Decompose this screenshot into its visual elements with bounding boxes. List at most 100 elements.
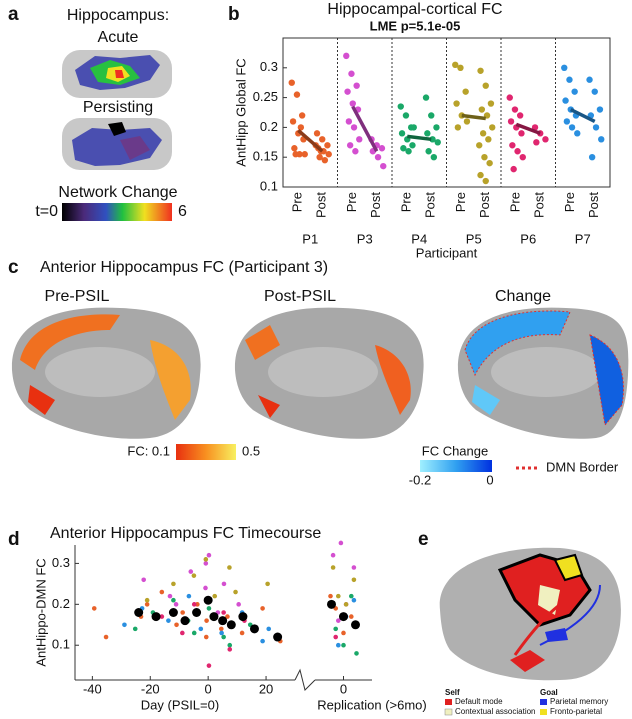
dot [191,573,197,578]
dot [144,597,150,603]
dot [457,64,464,72]
dot [486,159,493,167]
dot [324,142,331,149]
dot [171,597,176,603]
x2-axis-label: Replication (>6mo) [317,697,426,712]
brain-change [457,307,629,439]
dot [354,651,359,656]
dot [410,124,417,131]
dot [351,577,357,583]
image-label: Persisting [83,99,153,116]
dot [122,622,127,628]
dot [336,618,341,623]
x-tick-label: 0 [205,681,212,696]
dot [341,630,346,636]
x-tick-label: Pre [290,192,305,212]
dot [180,630,185,636]
group-label: P1 [302,231,318,246]
dot [333,634,339,640]
colorbar-label: 6 [178,203,187,220]
dot [203,561,209,566]
dot [173,602,179,607]
x2-tick-label: 0 [340,681,347,696]
dot [430,154,438,161]
dot [316,154,323,161]
dot [336,642,341,648]
dot [188,569,194,574]
dot [134,608,144,617]
scatter-chart: Anterior Hippocampus FC Timecourse 0.1 0.2… [33,525,426,712]
legend-swatch [540,709,547,715]
dot [514,148,521,155]
dot [321,156,329,164]
dot [203,595,213,605]
dot [221,610,226,615]
dot [351,565,357,570]
dot [351,620,360,630]
dot [266,626,272,632]
dot [542,136,549,143]
dot [586,76,593,83]
dot [476,142,483,149]
dot [298,112,306,119]
dot [346,142,354,149]
y-axis-label: AntHippo-DMN FC [33,558,48,666]
colorbar-label: FC: 0.1 [127,443,170,458]
dot [273,632,283,642]
dot [343,602,349,607]
dot [333,626,339,632]
dot [227,647,233,652]
dot [144,602,150,607]
dot [343,52,350,60]
colorbar-label: t=0 [35,203,58,220]
x-tick-label: Post [586,192,601,218]
x-tick-label: Post [368,192,383,218]
dot [209,612,219,622]
dot [345,118,353,125]
dot [398,130,406,137]
dot [479,130,487,137]
dot [356,136,363,143]
dot [341,642,346,648]
x-axis-label: Participant [416,245,478,260]
axis-break [294,668,316,691]
dot [325,151,332,158]
legend-label: Default mode [455,697,503,706]
dot [191,602,197,607]
dot [212,593,218,599]
dot [249,624,259,634]
colorbar-label: 0.5 [242,443,260,458]
y-tick-label: 0.2 [52,596,70,611]
dot [221,581,227,587]
dot [239,630,245,636]
panel-label: d [8,529,20,550]
x-tick-label: Post [314,192,329,218]
dot [206,606,212,611]
dot [349,593,354,599]
dot [487,100,495,107]
chart-title: Hippocampal-cortical FC [327,1,502,18]
x-tick-label: Pre [453,192,468,212]
dot [338,540,344,546]
dot [159,589,165,595]
brain-network [439,547,621,681]
panel-label: a [8,4,19,25]
legend-label: Parietal memory [550,697,608,706]
dot [227,565,232,570]
dot [482,82,489,89]
dot [428,112,435,119]
dot [561,64,568,72]
x-tick-label: Pre [508,192,523,212]
hippocampus-persisting [62,118,172,170]
image-label: Pre-PSIL [45,288,110,305]
dot [141,577,146,583]
group-label: P7 [575,231,591,246]
group-label: P6 [520,231,536,246]
dot [339,612,348,622]
image-label: Post-PSIL [264,288,336,305]
dot [203,634,209,640]
group-label: P3 [357,231,373,246]
mean-line [297,129,324,153]
dot [378,145,386,152]
